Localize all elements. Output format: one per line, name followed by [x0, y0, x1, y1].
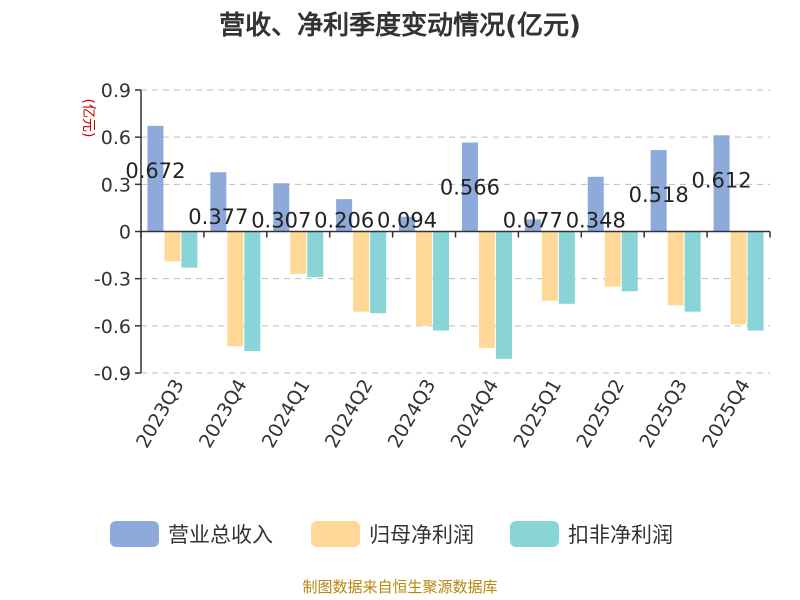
legend-label: 扣非净利润 [568, 523, 673, 547]
bar-2-2023Q4 [227, 231, 244, 347]
data-label-2024Q3: 0.094 [377, 209, 437, 233]
bar-1-2025Q1 [524, 219, 541, 232]
bar-3-2025Q4 [747, 231, 764, 331]
bar-3-2025Q3 [684, 231, 701, 312]
data-label-2025Q3: 0.518 [629, 183, 689, 207]
bar-2-2024Q4 [478, 231, 495, 348]
axes [135, 89, 771, 374]
bar-1-2024Q1 [273, 183, 290, 232]
x-tick-label: 2024Q2 [321, 376, 378, 452]
x-tick-label: 2025Q1 [509, 376, 566, 452]
bar-2-2024Q1 [290, 231, 307, 274]
data-label-2025Q4: 0.612 [691, 168, 751, 192]
y-tick-label: -0.6 [94, 316, 131, 338]
x-tick-labels: 2023Q3 2023Q4 2024Q1 2024Q2 2024Q3 2024Q4 2025… [132, 376, 755, 452]
chart-title: 营收、净利季度变动情况(亿元) [219, 10, 581, 41]
x-tick-label: 2024Q4 [447, 376, 504, 452]
data-label-2024Q1: 0.307 [251, 209, 311, 233]
bar-1-2025Q3 [650, 150, 667, 232]
y-axis-unit: (亿元) [80, 99, 96, 138]
x-tick-label: 2024Q1 [258, 376, 315, 452]
x-tick-label: 2025Q2 [572, 376, 629, 452]
legend-swatch [110, 521, 159, 547]
bar-3-2024Q1 [307, 231, 324, 278]
data-label-2023Q4: 0.377 [188, 205, 248, 229]
bar-2-2024Q3 [416, 231, 433, 326]
bar-1-2024Q4 [461, 142, 478, 232]
x-tick-label: 2025Q4 [698, 376, 755, 452]
bar-2-2025Q1 [541, 231, 558, 301]
bar-3-2024Q2 [370, 231, 387, 314]
bar-2-2025Q4 [730, 231, 747, 325]
y-tick-label: -0.9 [94, 363, 131, 385]
bar-2-2025Q2 [604, 231, 621, 287]
bar-1-2024Q3 [399, 216, 416, 232]
legend-label: 营业总收入 [168, 523, 273, 547]
data-label-2024Q4: 0.566 [440, 176, 500, 200]
y-tick-labels: 0.9 0.6 0.3 0 -0.3 -0.6 -0.9 [94, 80, 131, 385]
y-tick-label: 0 [119, 222, 131, 244]
y-tick-label: 0.3 [101, 174, 131, 196]
bar-1-2024Q2 [336, 199, 353, 232]
data-label-2025Q2: 0.348 [566, 209, 626, 233]
bar-1-2023Q3 [147, 125, 164, 232]
bars [147, 125, 764, 359]
footer-source: 制图数据来自恒生聚源数据库 [302, 578, 497, 596]
legend-swatch [510, 521, 559, 547]
bar-1-2023Q4 [210, 172, 227, 232]
y-tick-label: -0.3 [94, 269, 131, 291]
bar-3-2024Q3 [433, 231, 450, 331]
data-label-2024Q2: 0.206 [314, 209, 374, 233]
y-tick-label: 0.9 [101, 80, 131, 102]
bar-3-2023Q4 [244, 231, 261, 351]
bar-1-2025Q2 [587, 176, 604, 232]
x-tick-label: 2023Q3 [132, 376, 189, 452]
bar-2-2023Q3 [164, 231, 181, 262]
x-tick-label: 2025Q3 [635, 376, 692, 452]
bar-3-2025Q2 [621, 231, 638, 292]
x-tick-label: 2024Q3 [384, 376, 441, 452]
bar-3-2024Q4 [495, 231, 512, 359]
bar-2-2025Q3 [667, 231, 684, 306]
y-tick-label: 0.6 [101, 127, 131, 149]
data-label-2023Q3: 0.672 [125, 159, 185, 183]
data-label-2025Q1: 0.077 [503, 209, 563, 233]
bar-3-2023Q3 [181, 231, 198, 268]
bar-2-2024Q2 [353, 231, 370, 312]
x-tick-label: 2023Q4 [195, 376, 252, 452]
bar-1-2025Q4 [713, 135, 730, 232]
legend-label: 归母净利润 [369, 523, 474, 547]
legend: 营业总收入 归母净利润 扣非净利润 [110, 521, 673, 547]
bar-3-2025Q1 [558, 231, 575, 304]
legend-swatch [311, 521, 360, 547]
